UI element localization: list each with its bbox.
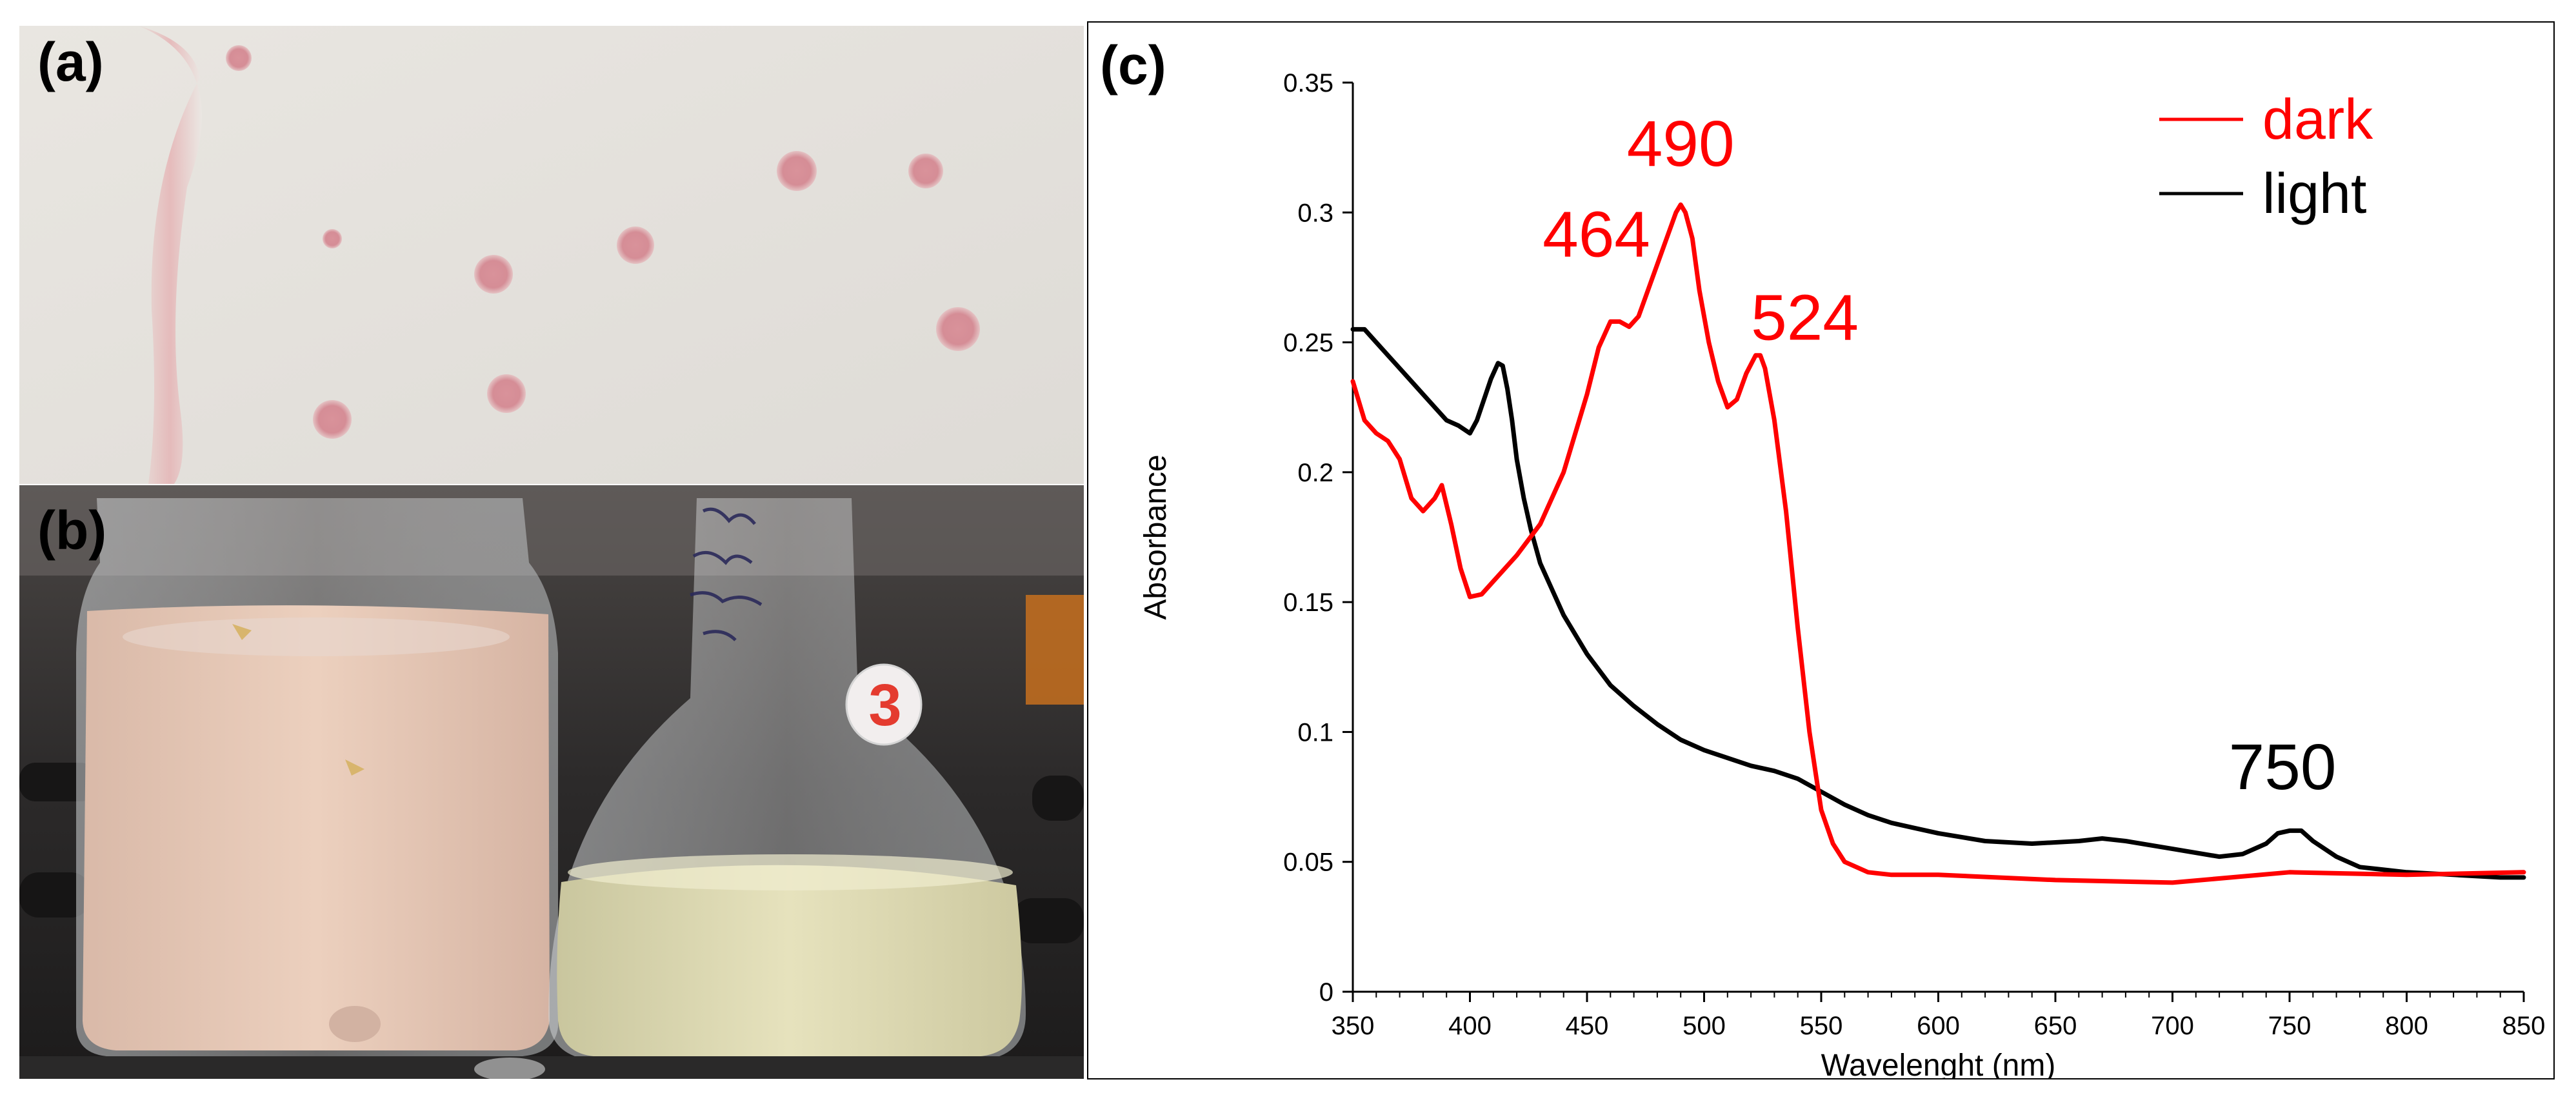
x-tick-label: 750 [2268,1012,2311,1040]
x-tick-label: 600 [1917,1012,1960,1040]
legend: dark light [2159,87,2373,225]
series-layer [1350,202,2526,885]
peak-label-524: 524 [1751,282,1859,354]
x-tick-label: 450 [1566,1012,1609,1040]
series-line-light [1350,326,2526,880]
y-tick-label: 0 [1319,978,1333,1007]
y-axis-title: Absorbance [1139,454,1173,619]
axes: 0 0.05 0.1 0.15 0.2 0.25 0.3 0.35 350 400 450 500 55… [1139,69,2546,1083]
y-tick-label: 0.15 [1283,588,1333,617]
peak-label-464: 464 [1543,199,1650,271]
y-tick-label: 0.2 [1297,459,1333,487]
flask-photo-drawing: 3 [19,485,1084,1079]
x-tick-label: 650 [2034,1012,2077,1040]
absorbance-chart: 0 0.05 0.1 0.15 0.2 0.25 0.3 0.35 350 400 450 500 55… [1139,69,2546,1083]
plate-photo-drawing [19,26,1084,484]
y-tick-label: 0.35 [1283,69,1333,97]
x-tick-label: 350 [1332,1012,1375,1040]
x-tick-label: 850 [2502,1012,2546,1040]
plate-photo [19,26,1084,484]
annotation-layer: 490 464 524 750 [1543,108,2336,803]
x-tick-label: 800 [2385,1012,2428,1040]
y-tick-label: 0.3 [1297,199,1333,227]
peak-label-490: 490 [1627,108,1735,180]
x-tick-label: 700 [2151,1012,2194,1040]
flask-marking: 3 [868,672,901,738]
x-axis-title: Wavelenght (nm) [1821,1049,2056,1078]
legend-label-light: light [2262,161,2366,225]
y-tick-label: 0.05 [1283,848,1333,877]
y-tick-label: 0.25 [1283,329,1333,357]
peak-label-750: 750 [2229,731,2337,803]
panel-label-b: (b) [37,500,107,561]
panel-label-c: (c) [1100,35,1166,95]
absorbance-chart-panel: (c) 0 0.05 0.1 0.15 0.2 0.25 0.3 0.35 350 400 450 5… [1087,21,2555,1083]
x-tick-label: 500 [1682,1012,1726,1040]
legend-label-dark: dark [2262,87,2373,151]
series-line-dark [1350,202,2526,885]
panel-label-a: (a) [37,32,104,92]
colonies [226,45,980,439]
y-tick-label: 0.1 [1297,718,1333,747]
x-tick-label: 400 [1448,1012,1492,1040]
flask-photo: 3 [19,485,1084,1079]
x-tick-label: 550 [1800,1012,1843,1040]
